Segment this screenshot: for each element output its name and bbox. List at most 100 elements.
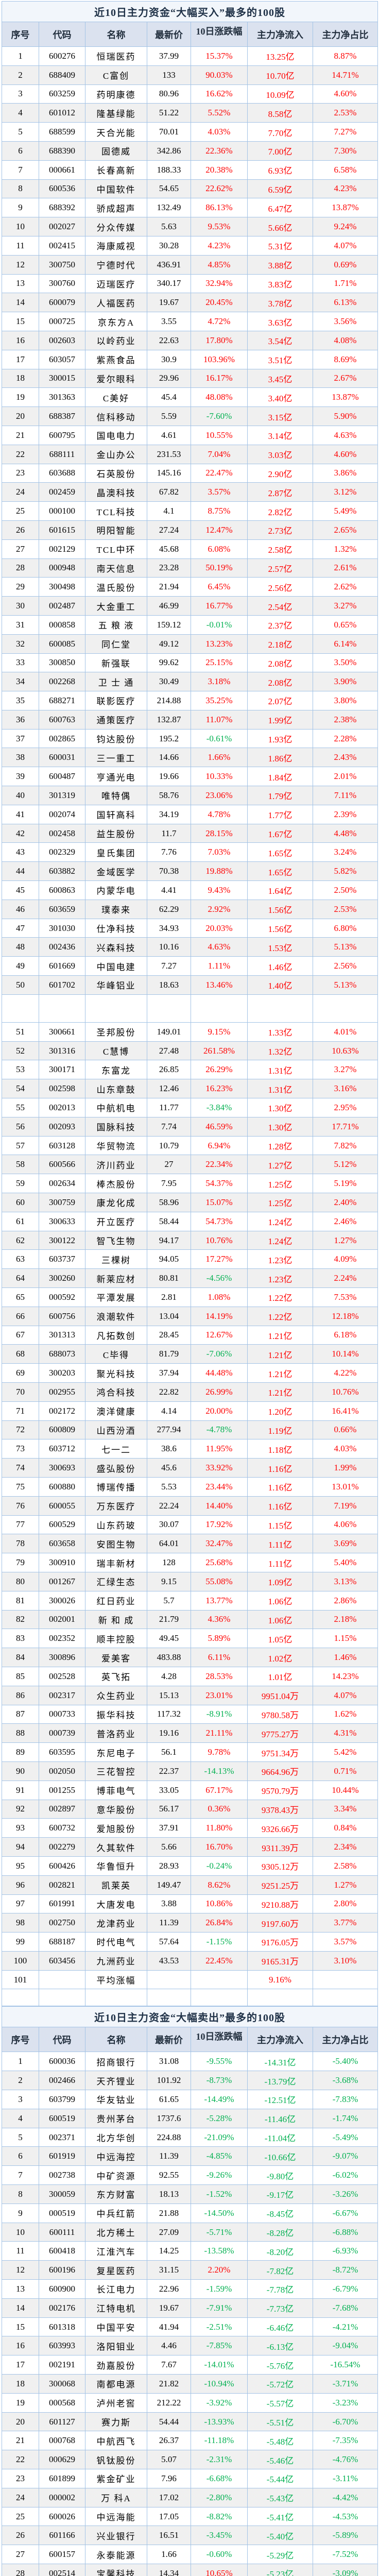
cell-change: 16.17% xyxy=(191,368,248,388)
cell-name: 南天信息 xyxy=(85,558,147,578)
cell-name: 久其软件 xyxy=(85,1837,147,1857)
table-row: 1 600036 招商银行 31.08 -9.55% -14.31亿 -5.40% xyxy=(2,2052,378,2072)
cell-index: 11 xyxy=(2,235,39,256)
cell-inflow: 9.16% xyxy=(247,1970,313,1990)
cell-code: 002459 xyxy=(39,482,85,502)
cell-code: 300068 xyxy=(39,2374,85,2394)
cell-name: 智飞生物 xyxy=(85,1230,147,1250)
table-row: 97 601991 大唐发电 3.88 10.86% 9210.88万 2.80% xyxy=(2,1894,378,1914)
cell-index: 37 xyxy=(2,728,39,749)
table-row: 33 300850 新强联 99.62 25.15% 2.08亿 3.50% xyxy=(2,653,378,673)
cell-ratio: 3.80% xyxy=(312,691,378,710)
cell-index: 74 xyxy=(2,1458,39,1478)
cell-code: 603259 xyxy=(39,84,85,104)
cell-price: 14.66 xyxy=(147,748,191,768)
cell-change: 0.36% xyxy=(191,1799,248,1819)
cell-inflow: 1.21亿 xyxy=(247,1325,313,1345)
cell-price: 28.93 xyxy=(147,1856,191,1876)
cell-index: 10 xyxy=(2,217,39,236)
cell-change: 20.38% xyxy=(191,160,248,180)
cell-price: 1.66 xyxy=(147,2545,191,2564)
cell-inflow: 3.15亿 xyxy=(247,406,313,426)
cell-index: 26 xyxy=(2,2526,39,2546)
cell-ratio: 3.77% xyxy=(312,1913,378,1933)
cell-ratio: -3.71% xyxy=(312,2374,378,2394)
cell-index: 6 xyxy=(2,141,39,161)
table-row: 63 603737 三棵树 94.05 17.27% 1.23亿 4.09% xyxy=(2,1249,378,1269)
cell-price: 195.2 xyxy=(147,728,191,749)
cell-code: 603057 xyxy=(39,349,85,369)
cell-change: 10.33% xyxy=(191,767,248,787)
cell-inflow: 9570.79万 xyxy=(247,1780,313,1800)
cell-change: 19.88% xyxy=(191,861,248,882)
cell-change: 2.92% xyxy=(191,899,248,919)
cell-price: 231.53 xyxy=(147,444,191,464)
cell-name: 大唐发电 xyxy=(85,1894,147,1914)
cell-index: 96 xyxy=(2,1875,39,1895)
cell-change: -14.50% xyxy=(191,2203,248,2223)
cell-name: 中航西飞 xyxy=(85,2431,147,2451)
cell-change: 6.45% xyxy=(191,577,248,597)
cell-change: -1.52% xyxy=(191,2184,248,2204)
cell-price: 46.99 xyxy=(147,596,191,616)
cell-index: 19 xyxy=(2,2393,39,2413)
cell-index: 93 xyxy=(2,1818,39,1838)
column-header-inflow: 主力净流入 xyxy=(247,2027,313,2053)
cell-change: -0.60% xyxy=(191,2545,248,2564)
cell-price: 30.28 xyxy=(147,235,191,256)
table-row: 4 601012 隆基绿能 51.22 5.52% 8.58亿 2.53% xyxy=(2,103,378,123)
cell-change: 54.73% xyxy=(191,1211,248,1231)
cell-inflow: 1.31亿 xyxy=(247,1079,313,1099)
cell-code: 000568 xyxy=(39,2393,85,2413)
cell-inflow: -6.46亿 xyxy=(247,2317,313,2337)
cell-inflow: 9326.66万 xyxy=(247,1818,313,1838)
cell-name: 爱尔眼科 xyxy=(85,368,147,388)
cell-inflow: -11.46亿 xyxy=(247,2108,313,2128)
table-row: 72 600809 山西汾酒 277.94 -4.78% 1.19亿 0.66% xyxy=(2,1420,378,1440)
cell-price: 133 xyxy=(147,65,191,85)
cell-name: 晶澳科技 xyxy=(85,482,147,502)
cell-change: -1.15% xyxy=(191,1932,248,1952)
cell-name: 意华股份 xyxy=(85,1799,147,1819)
cell-index: 43 xyxy=(2,842,39,862)
cell-inflow: 3.63亿 xyxy=(247,312,313,331)
cell-price: 4.46 xyxy=(147,2336,191,2356)
cell-index: 6 xyxy=(2,2146,39,2166)
cell-change: 1.66% xyxy=(191,748,248,768)
cell-price: 214.88 xyxy=(147,691,191,710)
cell-change: 26.29% xyxy=(191,1060,248,1080)
table-row: 14 600079 人福医药 19.67 20.45% 3.78亿 6.13% xyxy=(2,293,378,313)
cell-index: 88 xyxy=(2,1723,39,1743)
cell-price: 21.88 xyxy=(147,2203,191,2223)
cell-inflow: -8.28亿 xyxy=(247,2222,313,2242)
cell-change: 28.15% xyxy=(191,823,248,843)
cell-ratio: 4.08% xyxy=(312,330,378,350)
cell-inflow: 1.21亿 xyxy=(247,1382,313,1402)
cell-ratio: 5.19% xyxy=(312,1174,378,1194)
cell-price: 70.01 xyxy=(147,122,191,142)
cell-code: 002191 xyxy=(39,2355,85,2375)
cell-price: 340.17 xyxy=(147,274,191,294)
cell-index: 21 xyxy=(2,425,39,445)
cell-code: 000629 xyxy=(39,2450,85,2470)
cell-code: 601991 xyxy=(39,1894,85,1914)
cell-inflow: 9197.60万 xyxy=(247,1913,313,1933)
inflow-table: 近10日主力资金“大幅买入”最多的100股 序号 代码 名称 最新价 10日涨跌… xyxy=(1,1,378,2007)
cell-index: 65 xyxy=(2,1287,39,1307)
cell-code: 300896 xyxy=(39,1648,85,1667)
cell-change: 2.20% xyxy=(191,2260,248,2280)
cell-change: 22.45% xyxy=(191,1951,248,1971)
cell-ratio: 6.58% xyxy=(312,160,378,180)
table-row: 23 603688 石英股份 145.16 22.47% 2.90亿 3.86% xyxy=(2,463,378,483)
cell-code: 300661 xyxy=(39,1022,85,1042)
cell-price: 30.9 xyxy=(147,349,191,369)
cell-inflow: 2.18亿 xyxy=(247,634,313,654)
table-row: 22 688111 金山办公 231.53 7.04% 3.03亿 4.60% xyxy=(2,444,378,464)
cell-price: 19.16 xyxy=(147,1723,191,1743)
cell-change: -0.61% xyxy=(191,728,248,749)
cell-price: 27.48 xyxy=(147,1041,191,1061)
cell-change: 16.62% xyxy=(191,84,248,104)
cell-ratio: 7.27% xyxy=(312,122,378,142)
cell-index: 67 xyxy=(2,1325,39,1345)
cell-inflow: -5.51亿 xyxy=(247,2412,313,2432)
